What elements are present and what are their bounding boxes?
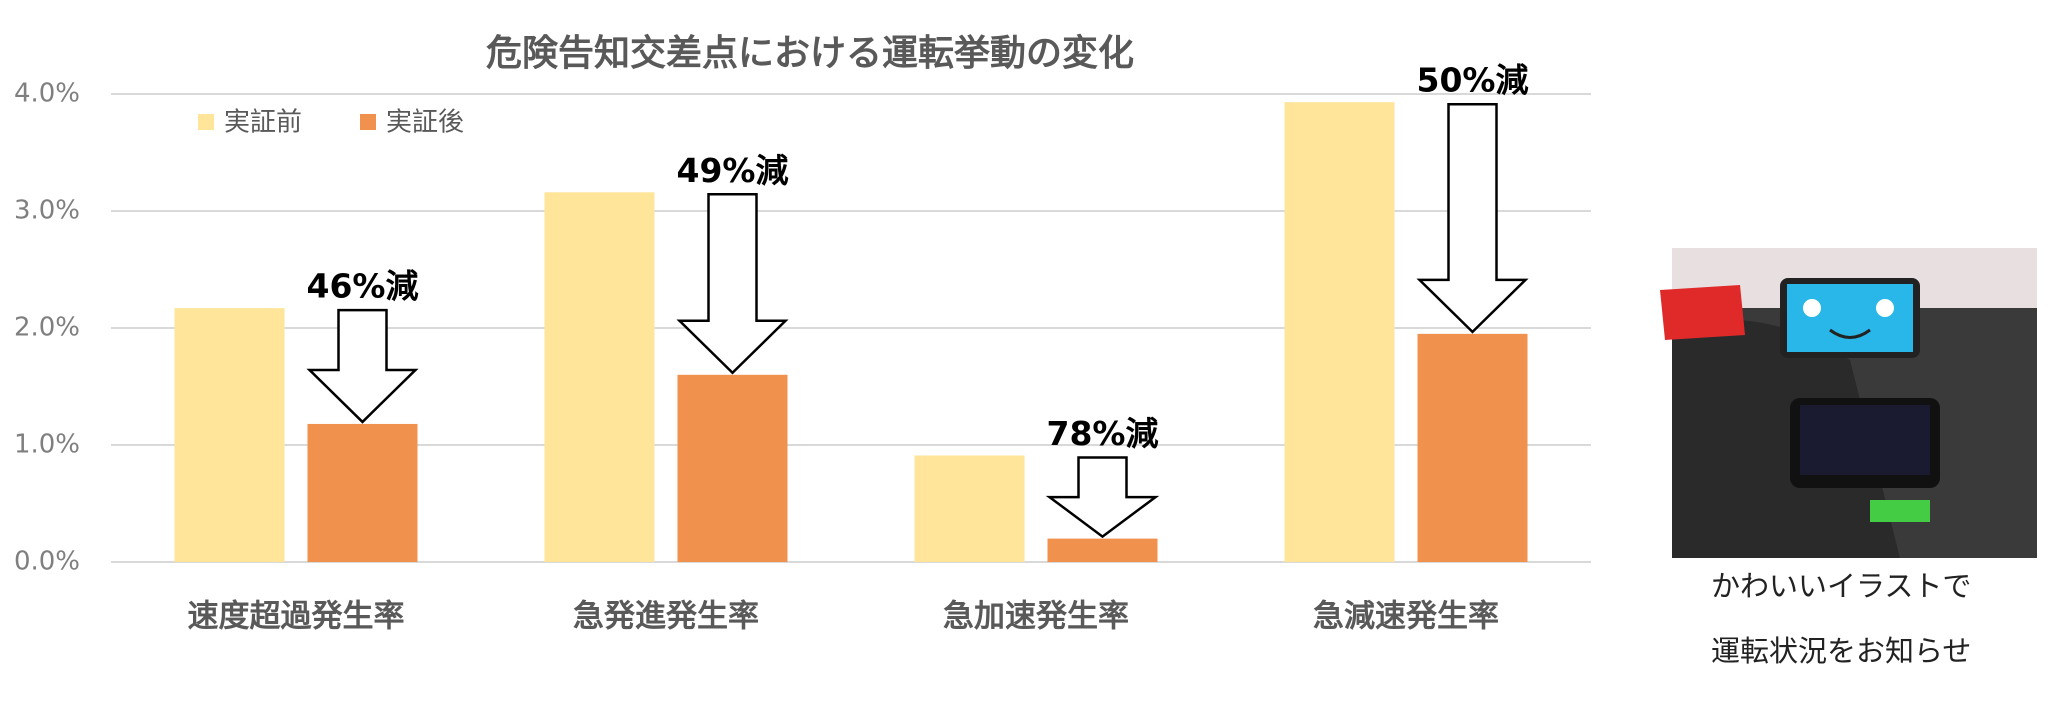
legend-label: 実証後 (386, 108, 464, 138)
legend-swatch (198, 114, 214, 130)
x-tick-label: 急発進発生率 (573, 599, 759, 635)
photo-caption: 運転状況をお知らせ (1711, 634, 1971, 668)
annotation: 49%減 (677, 151, 789, 190)
x-tick-label: 急減速発生率 (1313, 599, 1499, 635)
y-tick-label: 4.0% (14, 79, 80, 109)
bar (677, 374, 788, 562)
x-tick-label: 急加速発生率 (943, 599, 1129, 635)
bar (174, 308, 285, 562)
annotation: 78%減 (1047, 414, 1159, 453)
bar (544, 192, 655, 562)
annotation: 46%減 (307, 267, 419, 306)
arrow (1045, 456, 1160, 539)
photo-caption: かわいいイラストで (1711, 569, 1971, 603)
arrow (306, 308, 419, 424)
y-tick-label: 3.0% (14, 196, 80, 226)
bar (1284, 102, 1395, 562)
legend-swatch (360, 114, 376, 130)
bar (1417, 333, 1528, 562)
bar (914, 455, 1025, 562)
arrow (676, 193, 789, 375)
y-tick-label: 2.0% (14, 313, 80, 343)
legend-label: 実証前 (224, 108, 302, 138)
x-tick-label: 速度超過発生率 (188, 599, 405, 635)
y-tick-label: 1.0% (14, 430, 80, 460)
photo (1660, 248, 2037, 558)
annotation: 50%減 (1417, 61, 1529, 100)
chart-title: 危険告知交差点における運転挙動の変化 (486, 32, 1134, 74)
bar (307, 423, 418, 562)
bar (1047, 538, 1158, 562)
y-tick-label: 0.0% (14, 547, 80, 577)
arrow (1416, 102, 1529, 334)
